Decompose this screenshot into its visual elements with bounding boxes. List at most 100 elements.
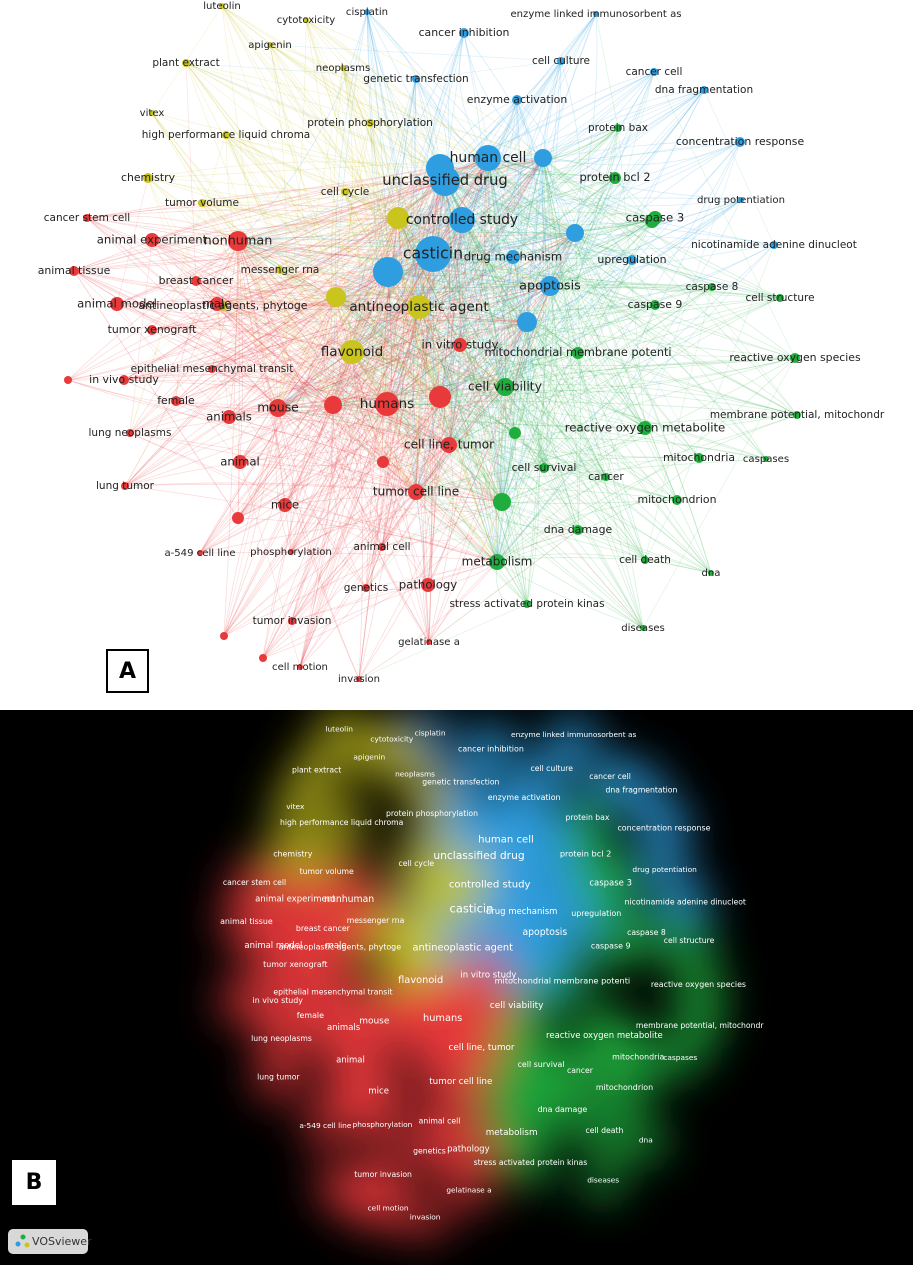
node-label: drug potentiation: [632, 865, 697, 874]
edge: [344, 191, 450, 446]
edge: [387, 271, 656, 306]
density-blob: [219, 977, 266, 1024]
edge: [439, 167, 579, 354]
node-label: cell survival: [512, 461, 577, 474]
node: [377, 456, 389, 468]
edge: [279, 269, 551, 287]
edge: [351, 32, 465, 353]
edge: [574, 232, 646, 429]
node-label: cell survival: [518, 1060, 565, 1069]
edge: [199, 285, 551, 554]
edge: [228, 416, 503, 503]
node-label: in vivo study: [253, 996, 304, 1005]
edge: [201, 202, 514, 258]
edge: [439, 396, 545, 469]
edge: [299, 396, 441, 668]
edge: [332, 157, 544, 406]
node-label: animal: [220, 455, 260, 469]
edge: [332, 167, 441, 406]
edge: [448, 89, 705, 446]
edge: [461, 211, 656, 221]
edge: [496, 557, 646, 563]
edge: [277, 269, 287, 409]
edge: [335, 180, 446, 298]
edge: [73, 232, 576, 272]
edge: [290, 396, 441, 553]
edge: [448, 141, 741, 446]
edge: [501, 499, 678, 504]
edge: [358, 561, 498, 680]
edge: [439, 167, 450, 398]
node-label: reactive oxygen species: [651, 980, 746, 989]
edge: [342, 67, 576, 234]
edge: [387, 259, 633, 273]
node: [790, 353, 800, 363]
edge: [225, 134, 388, 405]
edge: [335, 296, 796, 359]
edge: [86, 217, 503, 503]
density-blob: [438, 759, 484, 806]
node-label: mice: [368, 1087, 389, 1097]
edge: [397, 78, 417, 219]
edge: [277, 220, 653, 409]
density-blob: [465, 723, 516, 774]
edge: [365, 561, 498, 589]
node-label: cytotoxicity: [277, 15, 336, 26]
edge: [147, 177, 279, 409]
edge: [151, 319, 528, 331]
edge: [418, 306, 503, 503]
edge: [387, 271, 450, 446]
edge: [387, 232, 576, 273]
edge: [290, 403, 388, 553]
edge: [574, 232, 678, 501]
node-label: cancer stem cell: [223, 878, 286, 887]
edge: [439, 167, 713, 288]
node: [228, 231, 248, 251]
density-blob: [255, 1054, 302, 1101]
edge: [542, 157, 796, 359]
edge: [428, 285, 551, 643]
edge: [351, 256, 514, 353]
edge: [439, 167, 498, 563]
edge: [305, 19, 489, 159]
edge: [496, 386, 506, 563]
edge: [129, 432, 383, 548]
edge: [487, 60, 562, 159]
edge: [129, 432, 498, 563]
edge: [228, 232, 576, 418]
node-label: pathology: [447, 1145, 490, 1155]
node-label: unclassified drug: [382, 172, 507, 189]
edge: [459, 32, 489, 159]
edge: [387, 271, 551, 288]
edge: [549, 89, 705, 287]
edge: [542, 89, 705, 159]
edge: [277, 122, 371, 409]
edge: [195, 280, 441, 398]
node: [171, 396, 181, 406]
edge: [461, 89, 705, 221]
edge: [549, 285, 644, 629]
edge: [526, 297, 781, 323]
edge: [526, 220, 653, 323]
edge: [418, 99, 518, 308]
density-blob: [625, 1119, 667, 1162]
edge: [614, 177, 798, 416]
edge: [262, 157, 489, 659]
edge: [262, 306, 420, 659]
node-label: membrane potential, mitochondr: [710, 409, 885, 421]
density-blob: [348, 737, 390, 779]
node-label: animal cell: [419, 1117, 461, 1126]
edge: [237, 404, 334, 519]
edge: [124, 240, 239, 487]
node-label: in vitro study: [460, 971, 516, 981]
edge: [444, 180, 455, 446]
edge: [415, 157, 544, 493]
edge: [496, 553, 712, 574]
edge: [323, 296, 337, 406]
node: [540, 276, 560, 296]
edge: [387, 271, 429, 586]
edge: [305, 19, 441, 398]
edge: [444, 180, 798, 416]
edge: [495, 561, 528, 606]
edge: [439, 167, 656, 219]
